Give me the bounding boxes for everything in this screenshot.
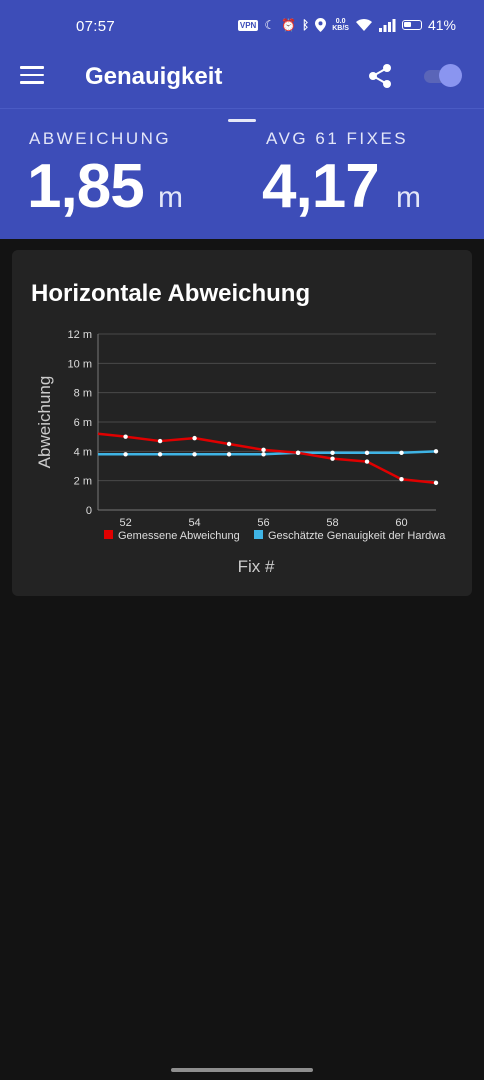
x-tick-label: 58 xyxy=(326,517,338,529)
share-icon[interactable] xyxy=(366,62,394,90)
status-icons: VPN ☾ ⏰ ᛒ 0.0 KB/S 41% xyxy=(237,16,456,34)
alarm-icon: ⏰ xyxy=(281,18,297,32)
data-point xyxy=(261,452,266,457)
data-point xyxy=(399,477,404,482)
x-tick-label: 60 xyxy=(395,517,407,529)
signal-icon xyxy=(378,18,396,32)
y-tick-label: 12 m xyxy=(68,329,92,341)
vpn-icon: VPN xyxy=(237,19,259,31)
x-tick-label: 52 xyxy=(119,517,131,529)
deviation-unit: m xyxy=(158,181,183,214)
data-point xyxy=(157,438,163,444)
data-point xyxy=(123,434,128,439)
data-point xyxy=(433,449,439,454)
app-bar: Genauigkeit xyxy=(0,44,484,108)
data-point xyxy=(192,435,197,441)
tracking-toggle[interactable] xyxy=(422,64,462,88)
page-title: Genauigkeit xyxy=(85,63,223,90)
data-point xyxy=(330,456,335,461)
data-point xyxy=(157,452,163,457)
avg-value: 4,17 xyxy=(262,152,380,221)
stats-panel: ABWEICHUNG 1,85 m AVG 61 FIXES 4,17 m xyxy=(0,108,484,239)
data-point xyxy=(261,447,266,453)
y-tick-label: 0 xyxy=(86,505,92,517)
y-tick-label: 10 m xyxy=(68,358,92,370)
deviation-chart-card: Horizontale Abweichung 12 m 10 m 8 m 6 m 4 m… xyxy=(12,250,472,596)
legend-swatch xyxy=(254,530,263,539)
data-point xyxy=(330,450,335,455)
data-point xyxy=(226,441,232,447)
toggle-knob xyxy=(439,64,462,87)
y-tick-label: 8 m xyxy=(74,388,92,400)
status-bar: 07:57 VPN ☾ ⏰ ᛒ 0.0 KB/S 41% xyxy=(0,0,484,44)
y-tick-label: 6 m xyxy=(74,417,92,429)
y-axis-label: Abweichung xyxy=(35,376,54,469)
battery-icon xyxy=(401,20,422,30)
y-tick-label: 2 m xyxy=(74,476,92,488)
network-speed: 0.0 KB/S xyxy=(332,18,349,32)
menu-icon[interactable] xyxy=(20,66,44,86)
network-speed-value: 0.0 xyxy=(335,18,346,25)
data-point xyxy=(364,450,370,455)
data-point xyxy=(192,452,197,457)
deviation-label: ABWEICHUNG xyxy=(29,129,172,148)
x-tick-label: 54 xyxy=(188,517,200,529)
gesture-bar xyxy=(171,1068,313,1072)
card-title: Horizontale Abweichung xyxy=(31,280,311,307)
deviation-value: 1,85 xyxy=(27,152,145,221)
data-point xyxy=(295,450,301,455)
horizontal-deviation-chart[interactable]: 12 m 10 m 8 m 6 m 4 m 2 m 0 52 54 56 58 60 Abweichun… xyxy=(12,310,472,596)
moon-icon: ☾ xyxy=(264,18,276,32)
avg-fixes-label: AVG 61 FIXES xyxy=(266,129,409,148)
location-icon xyxy=(315,18,327,32)
wifi-icon xyxy=(355,18,372,31)
data-point xyxy=(123,452,128,457)
legend-label: Geschätzte Genauigkeit der Hardwa xyxy=(268,530,446,542)
data-point xyxy=(226,452,232,457)
x-axis-label: Fix # xyxy=(238,557,275,576)
drag-handle[interactable] xyxy=(228,119,256,122)
network-speed-unit: KB/S xyxy=(332,25,349,32)
bluetooth-icon: ᛒ xyxy=(302,18,310,32)
x-tick-label: 56 xyxy=(257,517,269,529)
data-point xyxy=(364,459,370,464)
data-point xyxy=(433,480,439,486)
series-line-measured xyxy=(97,432,437,485)
status-time: 07:57 xyxy=(76,18,116,35)
avg-unit: m xyxy=(396,181,421,214)
legend-label: Gemessene Abweichung xyxy=(118,530,240,542)
battery-percent: 41% xyxy=(427,17,456,33)
data-point xyxy=(399,450,404,455)
y-tick-label: 4 m xyxy=(74,446,92,458)
legend-swatch xyxy=(104,530,113,539)
